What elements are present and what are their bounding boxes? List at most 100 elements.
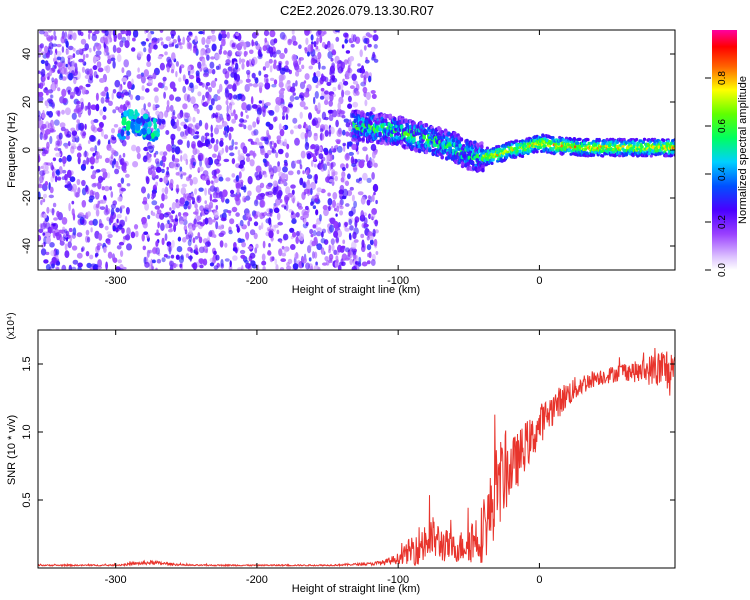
spectrogram-cell <box>285 113 289 120</box>
spectrogram-cell <box>190 248 194 254</box>
spectrogram-cell <box>44 60 49 67</box>
spectrogram-cell <box>126 227 131 236</box>
spectrogram-cell <box>615 140 620 144</box>
spectrogram-cell <box>155 150 159 155</box>
spectrogram-cell <box>309 228 314 235</box>
spectrogram-cell <box>312 205 317 210</box>
spectrogram-cell <box>231 173 236 178</box>
spectrogram-cell <box>213 250 217 255</box>
spectrogram-cell <box>217 124 223 130</box>
spectrogram-cell <box>315 231 322 237</box>
spectrogram-cell <box>182 85 187 94</box>
spectrogram-cell <box>490 161 494 165</box>
spectrogram-cell <box>160 41 164 46</box>
spectrogram-cell <box>327 169 330 178</box>
spectrogram-cell <box>349 258 354 265</box>
colorbar-tick-label: 0.2 <box>717 215 728 229</box>
spectrogram-cell <box>190 96 196 105</box>
spectrogram-cell <box>176 184 179 189</box>
spectrogram-cell <box>92 182 99 187</box>
spectrogram-cell <box>125 30 132 37</box>
spectrogram-cell <box>355 90 360 96</box>
spectrogram-cell <box>315 70 321 78</box>
spectrogram-cell <box>240 58 246 63</box>
spectrogram-cell <box>364 71 369 79</box>
spectrogram-cell <box>98 121 104 129</box>
spectrogram-cell <box>327 198 333 206</box>
spectrogram-cell <box>279 267 285 270</box>
spectrogram-cell <box>135 146 141 154</box>
spectrogram-cell <box>71 130 78 136</box>
spectrogram-cell <box>48 42 54 50</box>
spectrogram-cell <box>102 106 107 112</box>
spectrogram-cell <box>137 51 143 57</box>
spectrogram-cell <box>339 210 344 216</box>
spectrogram-cell <box>244 260 249 264</box>
spectrogram-cell <box>328 131 331 137</box>
spectrogram-cell <box>373 30 377 33</box>
spectrogram-cell <box>119 219 126 227</box>
spectrogram-cell <box>124 91 129 96</box>
spectrogram-cell <box>196 77 201 84</box>
spectrogram-cell <box>112 60 116 69</box>
spectrogram-cell <box>238 57 242 65</box>
spectrogram-cell <box>329 224 334 233</box>
spectrogram-cell <box>107 251 113 259</box>
spectrogram-cell <box>518 149 522 153</box>
spectrogram-cell <box>303 214 309 219</box>
spectrogram-cell <box>103 246 107 253</box>
spectrogram-cell <box>185 234 190 240</box>
spectrogram-cell <box>69 34 73 40</box>
spectrogram-cell <box>347 67 353 74</box>
spectrogram-cell <box>114 79 121 88</box>
spectrogram-cell <box>220 230 226 236</box>
spectrogram-cell <box>120 187 126 192</box>
spectrogram-cell <box>90 227 93 233</box>
spectrogram-cell <box>345 203 350 207</box>
spectrogram-cell <box>44 181 49 186</box>
spectrogram-cell <box>491 158 495 162</box>
spectrogram-cell <box>182 103 188 110</box>
spectrogram-cell <box>366 177 372 183</box>
spectrogram-cell <box>54 175 58 183</box>
spectrogram-cell <box>55 152 62 157</box>
spectrogram-cell <box>143 122 148 130</box>
spectrogram-cell <box>250 96 254 105</box>
spectrogram-cell <box>68 227 73 233</box>
spectrogram-cell <box>163 175 169 184</box>
spectrogram-cell <box>313 264 319 270</box>
spectrogram-cell <box>126 70 132 77</box>
spectrogram-cell <box>257 54 263 60</box>
spectrogram-cell <box>53 52 57 59</box>
spectrogram-cell <box>276 64 281 72</box>
spectrogram-cell <box>289 86 296 93</box>
spectrogram-cell <box>217 89 221 94</box>
spectrogram-cell <box>352 34 357 42</box>
spectrogram-cell <box>96 127 103 133</box>
spectrogram-cell <box>352 101 359 108</box>
spectrogram-cell <box>291 189 295 196</box>
spectrogram-cell <box>96 61 102 68</box>
spectrogram-cell <box>264 37 268 43</box>
spectrogram-cell <box>324 96 329 101</box>
spectrogram-cell <box>209 158 213 165</box>
spectrogram-cell <box>183 124 188 130</box>
spectrogram-cell <box>58 74 64 81</box>
spectrogram-cell <box>278 180 284 185</box>
spectrogram-cell <box>303 106 309 110</box>
spectrogram-cell <box>180 187 187 196</box>
spectrogram-cell <box>313 251 318 259</box>
spectrogram-cell <box>293 252 300 260</box>
spectrogram-cell <box>186 140 190 149</box>
spectrogram-cell <box>76 232 83 238</box>
spectrogram-cell <box>87 102 91 110</box>
spectrogram-cell <box>285 196 290 201</box>
spectrogram-cell <box>228 211 232 217</box>
spectrogram-cell <box>151 247 158 255</box>
spectrogram-cell <box>108 147 114 152</box>
spectrogram-cell <box>211 43 217 52</box>
spectrogram-cell <box>60 126 66 132</box>
spectrogram-cell <box>143 231 149 235</box>
spectrogram-cell <box>207 218 213 225</box>
spectrogram-cell <box>262 158 267 164</box>
